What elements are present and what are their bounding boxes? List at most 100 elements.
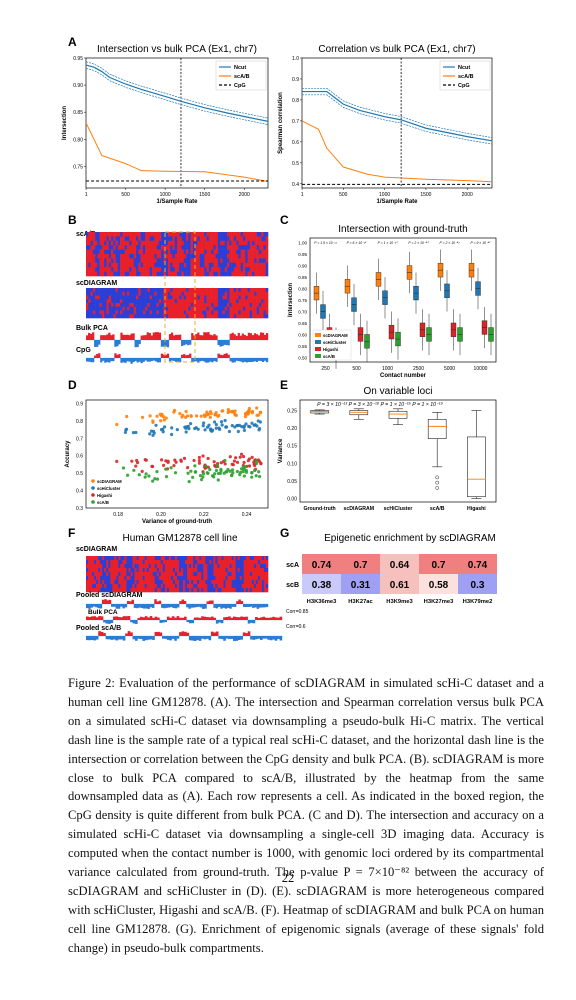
heatmap-cell [223,564,226,569]
heatmap-cell [207,584,210,589]
heatmap-cell [148,560,152,565]
heatmap-cell [240,299,244,304]
x-tick-label: 0.20 [156,512,166,518]
heatmap-cell [229,240,232,246]
heatmap-cell [236,254,239,259]
heatmap-cell [209,588,212,593]
heatmap-cell [213,572,216,577]
heatmap-cell [140,303,144,308]
scatter-point-schicluster [187,427,191,431]
y-tick-label: 0.7 [76,436,83,442]
heatmap-cell [209,560,212,565]
heatmap-cell [116,556,119,561]
heatmap-cell [156,572,160,577]
heatmap-cell [242,240,246,246]
scatter-point-higashi [172,464,176,468]
heatmap-cell [247,232,251,237]
track-bar [154,631,158,636]
heatmap-cell [151,303,155,308]
heatmap-cell [229,262,232,268]
scatter-point-higashi [239,452,244,456]
track-bar [132,620,136,624]
heatmap-cell [188,271,191,277]
heatmap-cell [233,306,237,311]
heatmap-cell [213,568,216,573]
heatmap-cell [97,267,100,272]
panel-letter-e: E [280,378,288,392]
heatmap-cell [258,262,262,268]
heatmap-cell [101,232,105,237]
heatmap-cell [142,245,146,250]
track-bar [222,604,225,608]
track-bar [201,358,204,361]
heatmap-cell [142,236,146,242]
track-bar [86,335,89,340]
heatmap-cell [88,245,91,250]
heatmap-cell [233,249,237,255]
heatmap-cell [145,306,148,311]
track-bar [183,600,187,604]
track-bar [169,636,172,641]
heatmap-cell [149,249,153,255]
heatmap-cell [217,299,221,304]
heatmap-cell [133,245,137,250]
heatmap-cell [101,295,105,300]
heatmap-cell [167,249,171,255]
heatmap-cell [258,271,262,277]
track-bar [217,353,220,358]
heatmap-cell [92,564,95,569]
heatmap-cell [154,556,158,561]
heatmap-cell [229,310,232,315]
intersection-boxplot: Intersection with ground-truth0.500.550.… [288,224,497,379]
heatmap-cell [199,254,203,259]
track-bar [261,358,265,363]
track-bar [181,340,184,347]
heatmap-cell [245,267,248,272]
scatter-point-scdiagram [155,414,159,418]
heatmap-cell [172,303,176,308]
heatmap-cell [213,249,216,255]
heatmap-cell [253,568,257,573]
heatmap-cell [174,249,178,255]
heatmap-cell [252,258,255,264]
heatmap-cell [88,576,91,581]
scatter-point-schicluster [250,421,254,425]
heatmap-cell [162,572,166,577]
heatmap-cell [211,580,214,585]
heatmap-cell [215,262,219,268]
heatmap-cell [179,580,182,585]
heatmap-cell [163,291,166,296]
heatmap-cell [138,288,141,293]
heatmap-cell [132,568,135,573]
heatmap-cell [149,288,153,293]
heatmap-cell [213,245,216,250]
scatter-point-schicluster [149,429,154,433]
heatmap-cell [152,588,156,593]
track-bar [201,335,204,340]
heatmap-cell [172,295,176,300]
scatter-point-schicluster [196,427,200,431]
track-bar [116,354,119,358]
heatmap-cell [179,291,182,296]
heatmap-cell [247,245,251,250]
heatmap-cell [265,299,269,304]
heatmap-cell [166,568,170,573]
heatmap-cell [90,258,94,264]
heatmap-cell [220,306,223,311]
heatmap-cell [147,236,150,242]
heatmap-cell [170,245,173,250]
track-bar [229,333,232,340]
heatmap-cell [231,291,235,296]
heatmap-cell [108,572,111,577]
heatmap-cell [190,258,194,264]
heatmap-cell [117,306,121,311]
heatmap-cell [259,588,263,593]
heatmap-cell [233,271,237,277]
heatmap-cell [258,288,262,293]
heatmap-cell [165,299,169,304]
heatmap-cell [113,306,116,311]
heatmap-cell [122,576,125,581]
scatter-point-schicluster [159,428,164,432]
heatmap-cell [106,291,110,296]
heatmap-cell [112,588,115,593]
